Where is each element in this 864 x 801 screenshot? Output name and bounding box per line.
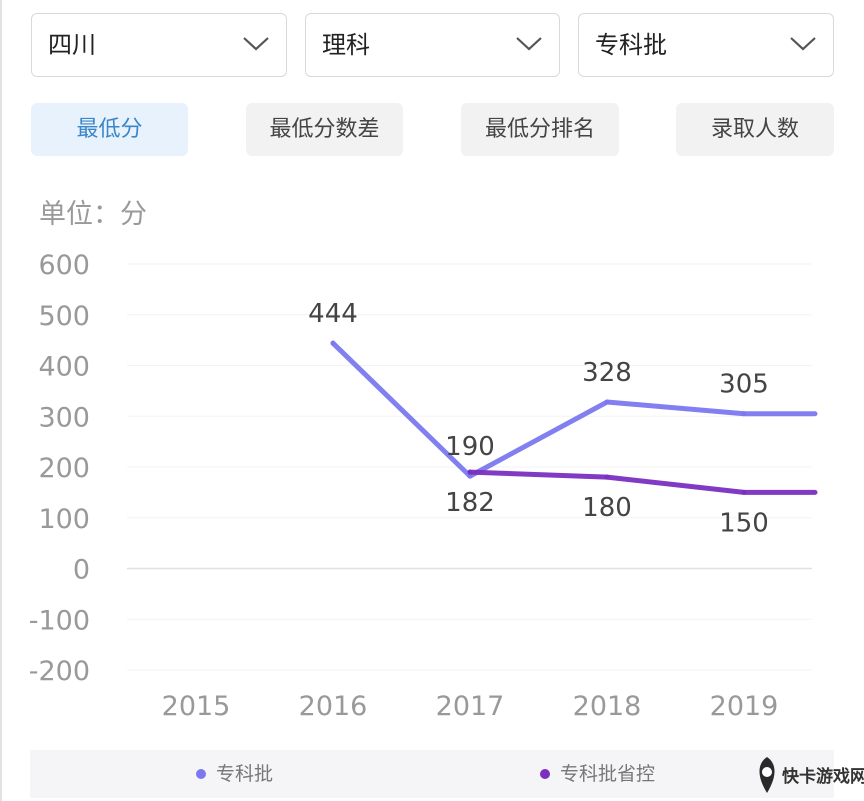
- series-line-2: [467, 469, 818, 495]
- unit-label: 单位：分: [39, 199, 147, 230]
- legend-label: 专科批省控: [560, 763, 656, 785]
- tab-min-score[interactable]: 最低分: [31, 103, 188, 156]
- y-tick-label: -100: [29, 605, 90, 636]
- line-chart: 600 500 400 300 200 100 0 -100 -200 2015 2016 2017 2…: [29, 250, 818, 722]
- province-select[interactable]: 四川: [31, 13, 287, 77]
- batch-select[interactable]: 专科批: [578, 13, 834, 77]
- data-label: 180: [582, 493, 632, 523]
- tab-admission-count[interactable]: 录取人数: [676, 103, 834, 156]
- watermark: 快卡游戏网: [752, 752, 864, 798]
- data-point: [467, 469, 473, 475]
- y-tick-label: 300: [38, 402, 90, 433]
- data-label: 190: [445, 432, 495, 462]
- chevron-down-icon: [243, 37, 269, 51]
- data-point: [741, 489, 747, 495]
- data-point: [604, 399, 610, 405]
- chart-legend: 专科批 专科批省控: [30, 750, 834, 798]
- y-tick-label: 400: [38, 352, 90, 383]
- subject-select[interactable]: 理科: [305, 13, 560, 77]
- data-label: 305: [719, 370, 769, 400]
- data-label: 328: [582, 358, 632, 388]
- x-tick-label: 2017: [436, 691, 505, 722]
- y-tick-label: 100: [38, 504, 90, 535]
- data-point: [604, 474, 610, 480]
- data-label: 444: [308, 299, 358, 329]
- watermark-logo-icon: [759, 757, 775, 793]
- y-tick-label: 200: [38, 453, 90, 484]
- y-tick-label: 500: [38, 301, 90, 332]
- legend-dot: [196, 769, 206, 779]
- data-label: 150: [719, 508, 769, 538]
- data-point: [467, 473, 473, 479]
- chevron-down-icon: [516, 37, 542, 51]
- y-tick-label: 600: [38, 250, 90, 281]
- data-point: [330, 340, 336, 346]
- x-tick-label: 2019: [710, 691, 779, 722]
- batch-select-value: 专科批: [595, 31, 667, 59]
- x-tick-label: 2018: [573, 691, 642, 722]
- legend-dot: [540, 769, 550, 779]
- watermark-text: 快卡游戏网: [782, 767, 864, 787]
- y-tick-label: 0: [73, 555, 90, 586]
- series-line-1: [330, 340, 818, 479]
- y-tick-label: -200: [29, 656, 90, 687]
- x-tick-label: 2016: [299, 691, 368, 722]
- province-select-value: 四川: [48, 31, 96, 59]
- legend-item-series2[interactable]: 专科批省控: [540, 750, 655, 798]
- data-label: 182: [445, 488, 495, 518]
- subject-select-value: 理科: [322, 31, 370, 59]
- legend-label: 专科批: [216, 763, 274, 785]
- legend-item-series1[interactable]: 专科批: [196, 750, 273, 798]
- frame-border: [0, 0, 2, 801]
- data-point: [741, 411, 747, 417]
- x-tick-label: 2015: [162, 691, 231, 722]
- chevron-down-icon: [790, 37, 816, 51]
- tab-min-score-diff[interactable]: 最低分数差: [246, 103, 403, 156]
- tab-min-score-rank[interactable]: 最低分排名: [461, 103, 619, 156]
